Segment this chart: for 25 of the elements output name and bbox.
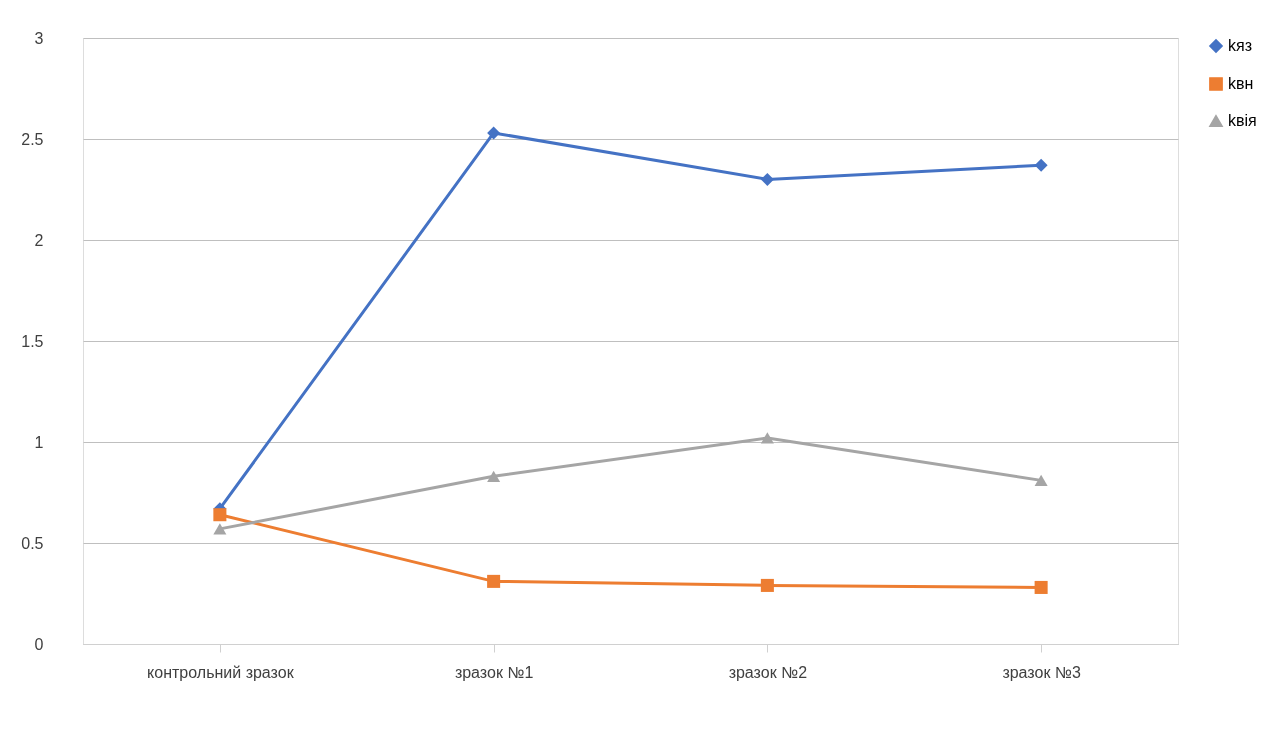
point	[487, 574, 501, 588]
point	[760, 432, 774, 444]
x-tick-label: зразок №1	[454, 663, 534, 681]
point	[1034, 474, 1048, 487]
y-tick-label: 2	[34, 231, 44, 249]
legend-label: kяз	[1228, 37, 1252, 54]
legend-label: kвн	[1228, 75, 1254, 92]
point	[1034, 158, 1048, 172]
y-tick-label: 2.5	[21, 130, 44, 148]
x-tick-label: контрольний зразок	[147, 663, 295, 681]
point	[487, 126, 501, 140]
point	[487, 470, 501, 482]
point	[1034, 580, 1048, 594]
point	[760, 578, 774, 592]
y-tick-label: 0.5	[21, 534, 44, 552]
legend-label: kвія	[1228, 112, 1257, 129]
point	[213, 523, 227, 535]
point	[213, 508, 227, 522]
y-tick-label: 1	[34, 433, 44, 451]
x-tick-label: зразок №2	[728, 663, 808, 681]
x-tick-label: зразок №3	[1002, 663, 1081, 681]
y-tick-label: 3	[34, 29, 44, 47]
y-tick-label: 0	[34, 635, 44, 653]
point	[760, 172, 774, 186]
y-tick-label: 1.5	[21, 332, 44, 350]
